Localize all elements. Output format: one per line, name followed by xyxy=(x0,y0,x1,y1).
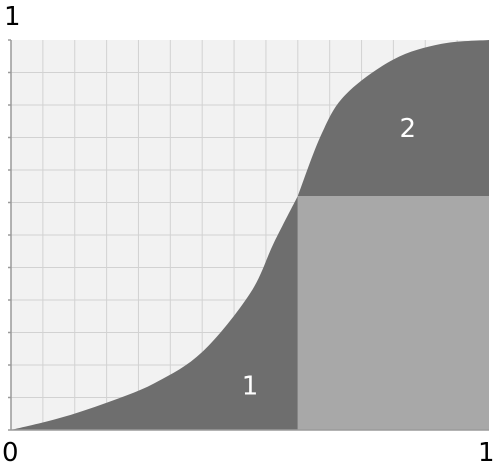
x-axis-min-label: 0 xyxy=(2,438,19,468)
y-axis-max-label: 1 xyxy=(4,2,21,32)
region-1-area xyxy=(11,196,298,430)
region-1-label: 1 xyxy=(242,372,259,402)
region-2-label: 2 xyxy=(399,114,416,144)
region-light-rect xyxy=(297,196,489,430)
region-2-area xyxy=(297,40,489,196)
x-axis-max-label: 1 xyxy=(478,438,495,468)
axes xyxy=(8,39,489,431)
